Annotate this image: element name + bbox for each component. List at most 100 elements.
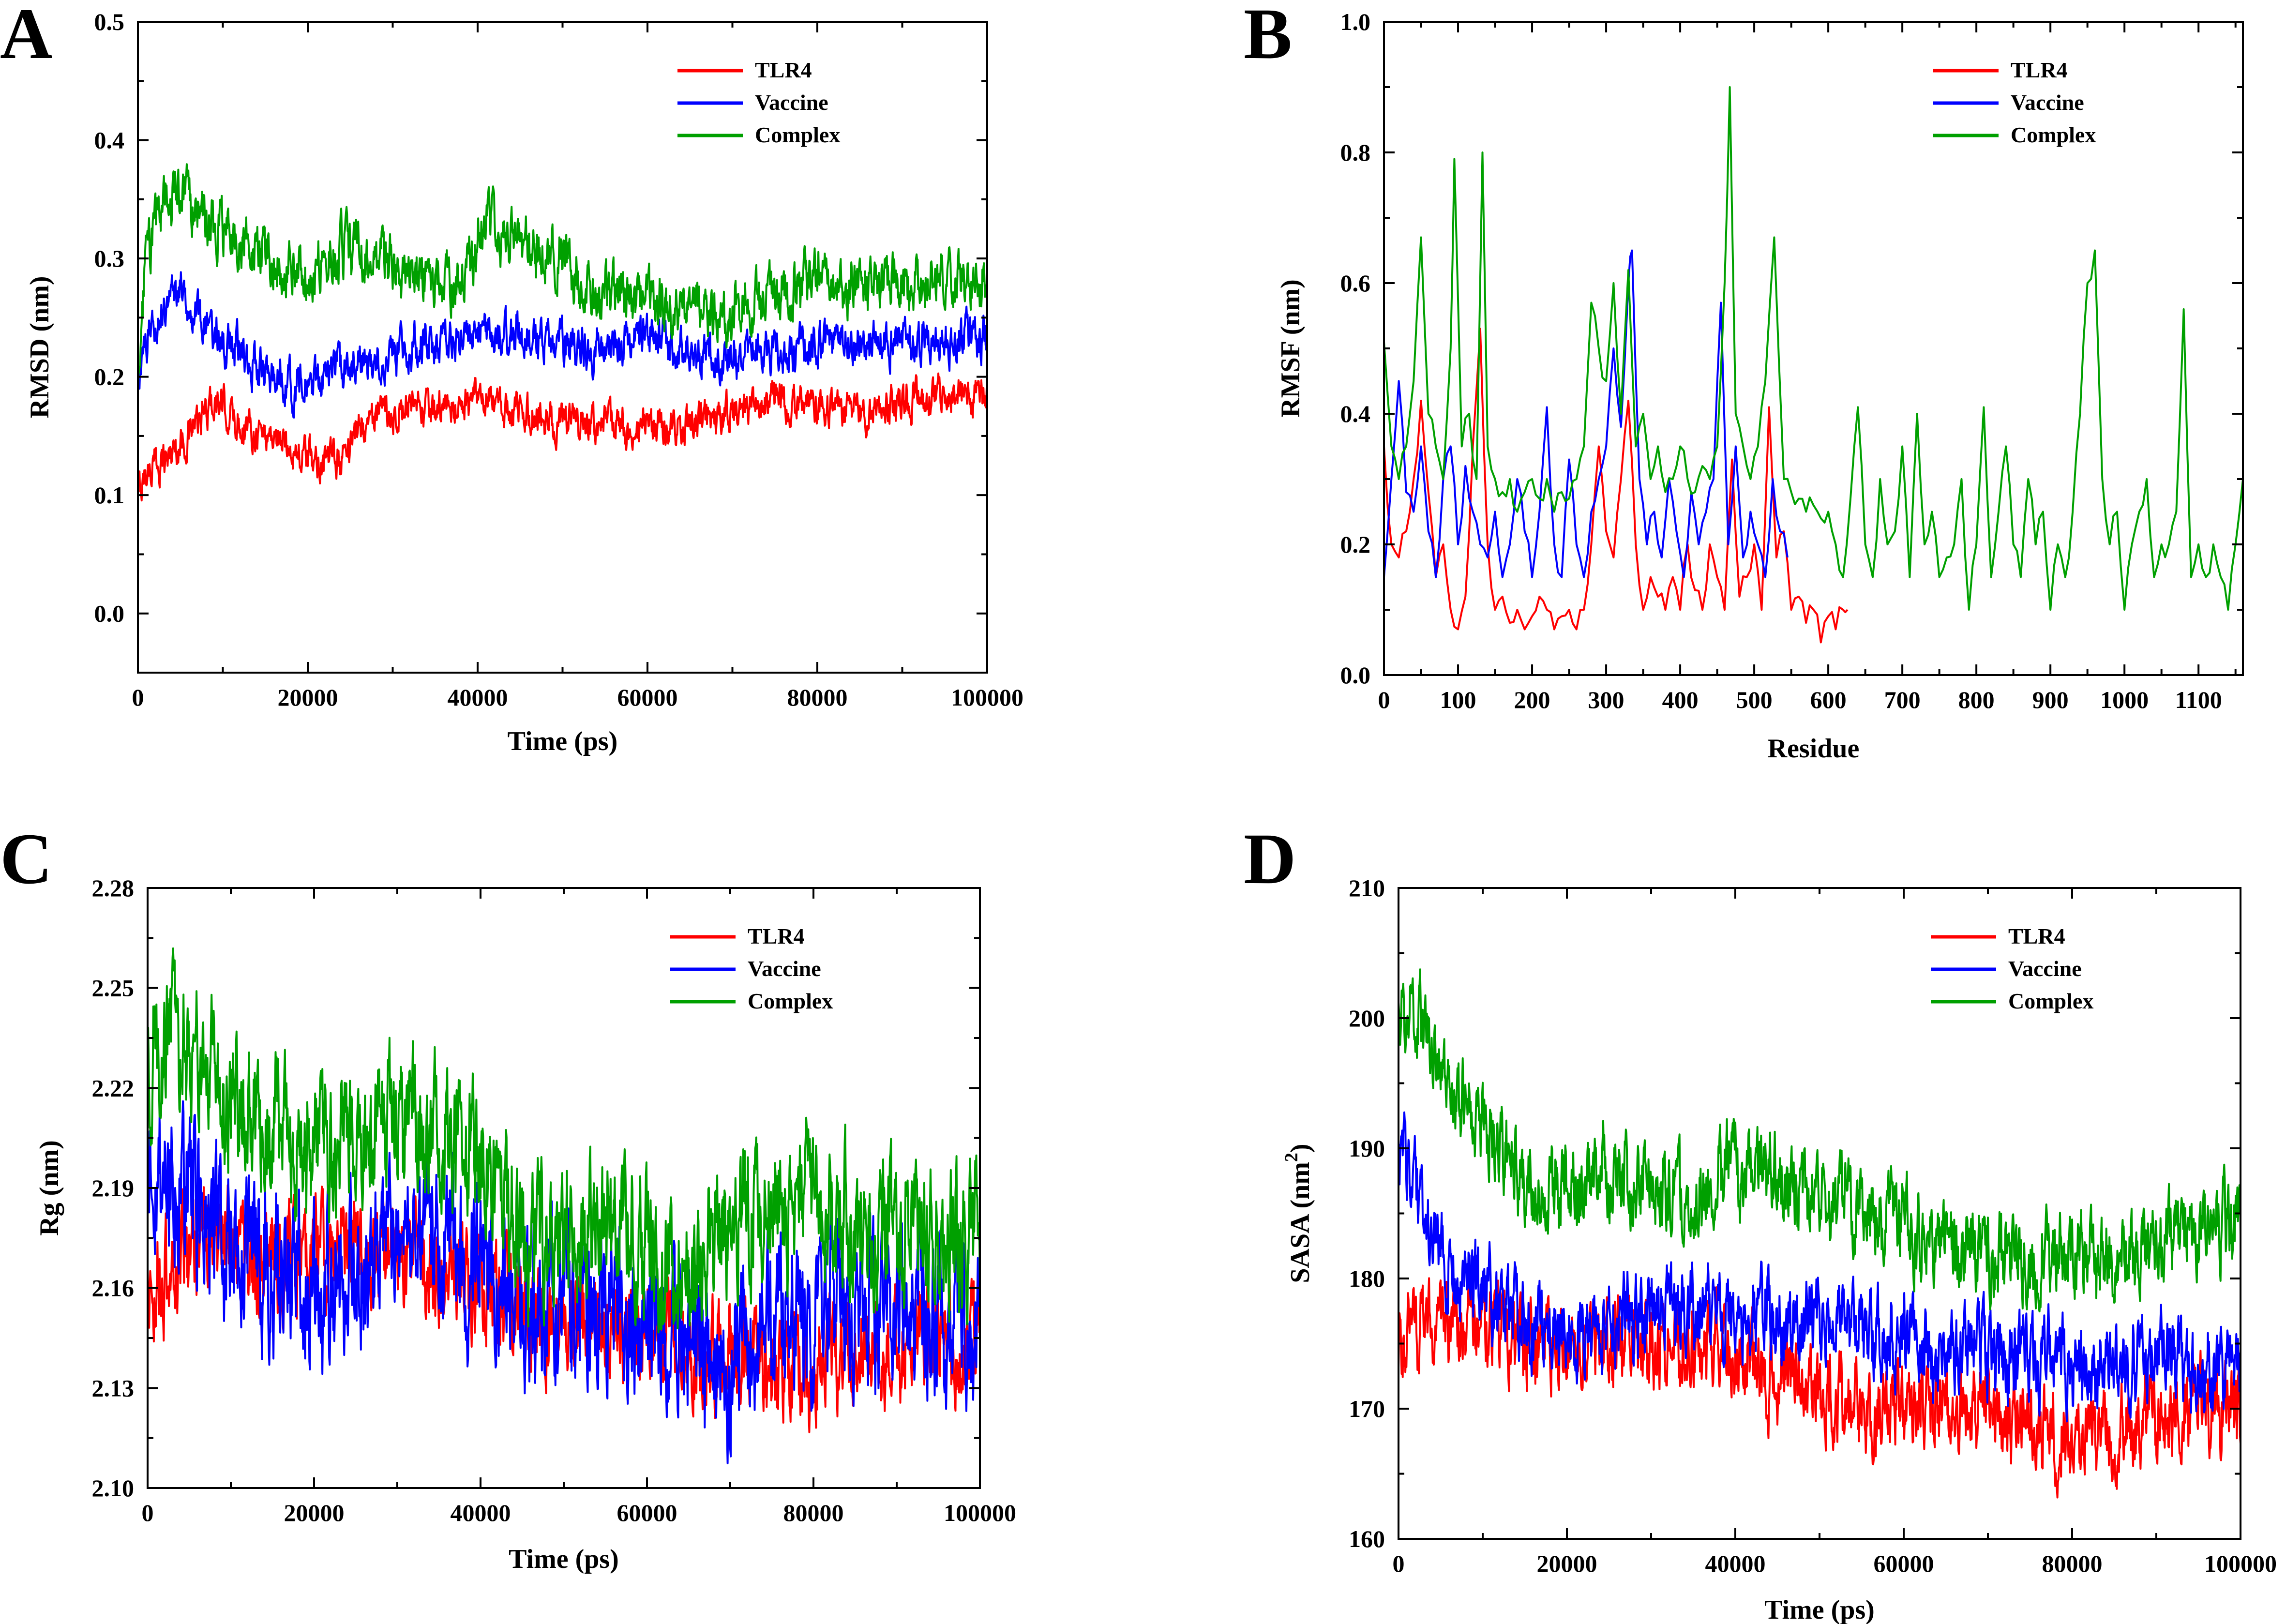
x-tick-label: 60000 [617, 684, 678, 711]
y-tick-label: 0.5 [94, 8, 125, 35]
x-tick-label: 20000 [284, 1499, 345, 1526]
x-tick-label: 0 [132, 684, 144, 711]
series-group [138, 163, 987, 502]
legend-label-tlr4: TLR4 [2011, 58, 2068, 82]
y-tick-label: 0.2 [94, 363, 125, 391]
series-line-complex [1384, 86, 2243, 611]
x-tick-label: 20000 [278, 684, 338, 711]
panel-letter: D [1244, 819, 1296, 899]
series-line-vaccine [138, 271, 987, 419]
x-tick-label: 900 [2032, 686, 2069, 713]
x-tick-label: 400 [1662, 686, 1699, 713]
x-tick-label: 100 [1440, 686, 1476, 713]
y-tick-label: 0.4 [94, 127, 125, 154]
y-tick-label: 0.6 [1340, 270, 1371, 297]
y-tick-label: 0.3 [94, 245, 125, 272]
y-axis-label: RMSF (nm) [1276, 279, 1306, 418]
legend-label-complex: Complex [755, 122, 840, 147]
y-tick-label: 0.4 [1340, 400, 1371, 427]
y-axis-label: RMSD (nm) [25, 276, 55, 419]
x-tick-label: 40000 [1705, 1550, 1766, 1577]
y-tick-label: 170 [1349, 1395, 1385, 1422]
legend-label-complex: Complex [748, 989, 833, 1013]
y-tick-label: 2.16 [92, 1275, 135, 1302]
series-line-vaccine [148, 1100, 980, 1464]
x-tick-label: 1100 [2175, 686, 2222, 713]
x-tick-label: 700 [1884, 686, 1921, 713]
y-tick-label: 210 [1349, 874, 1385, 902]
legend-label-complex: Complex [2011, 122, 2096, 147]
x-axis-label: Time (ps) [508, 726, 618, 756]
y-tick-label: 190 [1349, 1135, 1385, 1162]
x-tick-label: 800 [1958, 686, 1995, 713]
y-tick-label: 0.0 [94, 600, 125, 627]
y-tick-label: 2.10 [92, 1474, 135, 1502]
chart-panel-b: 0 100 200 300 400 500 600 700 800 900 1000 1100 0.0 0… [1244, 0, 2244, 764]
y-tick-label: 200 [1349, 1005, 1385, 1032]
x-tick-label: 20000 [1537, 1550, 1597, 1577]
series-group [1399, 968, 2241, 1499]
y-tick-label: 2.22 [92, 1074, 135, 1101]
series-line-vaccine [1384, 249, 1789, 578]
x-axis-label: Residue [1768, 734, 1860, 764]
plot-frame [147, 887, 981, 1489]
x-tick-label: 200 [1514, 686, 1550, 713]
x-tick-label: 500 [1736, 686, 1773, 713]
legend-label-tlr4: TLR4 [2008, 924, 2065, 948]
chart-panel-a: 0 20000 40000 60000 80000 100000 0.0 0.1 0.2 0.3 0… [0, 0, 1023, 756]
series-line-complex [148, 947, 980, 1334]
y-tick-label: 2.13 [92, 1374, 135, 1401]
plot-frame [1383, 21, 2244, 676]
legend-label-vaccine: Vaccine [748, 956, 821, 981]
x-tick-label: 40000 [451, 1499, 511, 1526]
legend-label-tlr4: TLR4 [748, 924, 805, 948]
y-tick-label: 0.2 [1340, 531, 1371, 558]
y-tick-label: 180 [1349, 1265, 1385, 1292]
series-line-complex [1399, 968, 2241, 1312]
y-tick-label: 1.0 [1340, 8, 1371, 35]
y-tick-label: 2.28 [92, 874, 135, 902]
y-tick-label: 0.8 [1340, 139, 1371, 166]
x-tick-label: 1000 [2100, 686, 2149, 713]
panel-letter: B [1244, 0, 1292, 74]
legend-label-vaccine: Vaccine [2011, 90, 2084, 115]
y-tick-label: 2.19 [92, 1174, 135, 1202]
x-tick-label: 300 [1588, 686, 1624, 713]
x-tick-label: 0 [142, 1499, 154, 1526]
x-tick-label: 40000 [448, 684, 508, 711]
series-line-complex [138, 163, 987, 391]
x-tick-label: 80000 [2042, 1550, 2103, 1577]
x-tick-label: 100000 [951, 684, 1023, 711]
y-tick-label: 2.25 [92, 975, 135, 1002]
y-tick-label: 160 [1349, 1525, 1385, 1552]
panel-letter: C [0, 819, 52, 899]
series-group [1384, 86, 2243, 644]
series-line-tlr4 [138, 372, 987, 502]
y-tick-label: 0.0 [1340, 662, 1371, 689]
x-tick-label: 0 [1393, 1550, 1405, 1577]
legend-label-complex: Complex [2008, 989, 2093, 1013]
x-tick-label: 80000 [783, 1499, 844, 1526]
series-group [148, 947, 980, 1464]
y-axis-label: Rg (nm) [34, 1140, 64, 1236]
x-tick-label: 100000 [944, 1499, 1016, 1526]
legend-label-vaccine: Vaccine [755, 90, 828, 115]
x-axis-label: Time (ps) [509, 1544, 619, 1574]
panel-letter: A [0, 0, 52, 74]
x-tick-label: 100000 [2204, 1550, 2277, 1577]
y-axis-label: SASA (nm2) [1281, 1143, 1315, 1283]
x-tick-label: 60000 [617, 1499, 677, 1526]
x-tick-label: 600 [1810, 686, 1847, 713]
x-tick-label: 80000 [787, 684, 848, 711]
series-line-tlr4 [1399, 1277, 2241, 1499]
y-tick-label: 0.1 [94, 481, 125, 509]
chart-panel-c: 0 20000 40000 60000 80000 100000 2.10 2.13 2.16 2… [0, 819, 1016, 1574]
x-axis-label: Time (ps) [1764, 1595, 1875, 1624]
legend-label-tlr4: TLR4 [755, 58, 812, 82]
chart-panel-d: 0 20000 40000 60000 80000 100000 160 170 180 190 2… [1244, 819, 2277, 1624]
legend-label-vaccine: Vaccine [2008, 956, 2082, 981]
series-line-vaccine [1399, 1111, 2241, 1423]
x-tick-label: 0 [1378, 686, 1390, 713]
x-tick-label: 60000 [1874, 1550, 1934, 1577]
